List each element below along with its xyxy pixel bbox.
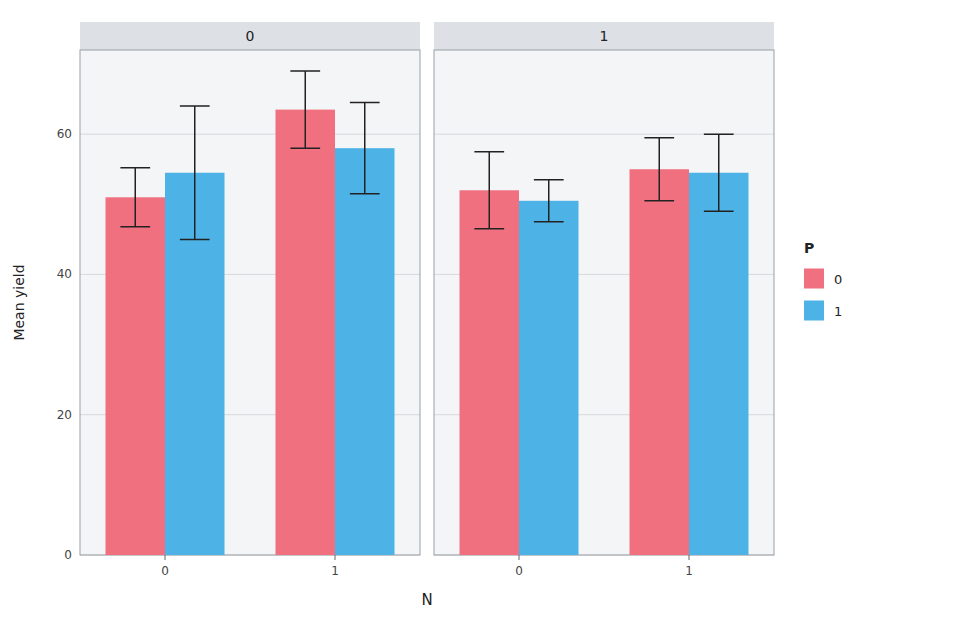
legend-label: 0 — [834, 272, 842, 287]
y-tick-label: 20 — [57, 408, 72, 422]
marks — [460, 134, 749, 555]
error-bar — [290, 71, 320, 148]
y-tick-label: 40 — [57, 267, 72, 281]
marks — [106, 71, 395, 555]
error-bar — [704, 134, 734, 211]
facet-strip — [434, 22, 774, 50]
facet-label: 0 — [246, 28, 255, 44]
grid-line — [80, 134, 420, 135]
x-tick — [165, 555, 166, 560]
error-bar — [350, 103, 380, 194]
error-bar — [180, 106, 210, 239]
facet-label: 1 — [600, 28, 609, 44]
panel: 0 0 20 40 60 0 1 — [57, 22, 420, 578]
bar — [519, 201, 579, 555]
plot-background — [434, 50, 774, 555]
legend-swatch — [804, 269, 824, 289]
legend-label: 1 — [834, 304, 842, 319]
bar — [460, 190, 520, 555]
panel: 1 0 1 — [434, 22, 774, 578]
legend-title: P — [804, 240, 814, 256]
plot-frame — [434, 50, 774, 555]
error-bar — [474, 152, 504, 229]
x-tick — [689, 555, 690, 560]
facet-strip — [80, 22, 420, 50]
plot-frame — [80, 50, 420, 555]
legend-swatch — [804, 301, 824, 321]
plot-background — [80, 50, 420, 555]
bar — [630, 169, 690, 555]
x-axis-label: N — [421, 591, 432, 609]
chart: 0 0 20 40 60 0 1 Mean yield N P 0 1 1 0 1 — [0, 0, 978, 633]
error-bar — [120, 168, 150, 227]
y-tick-label: 60 — [57, 127, 72, 141]
error-bar — [644, 138, 674, 201]
bar — [689, 173, 749, 555]
y-axis-label: Mean yield — [11, 264, 27, 340]
legend: P 0 1 — [804, 240, 842, 321]
x-tick-label: 1 — [331, 564, 339, 578]
x-tick-label: 0 — [161, 564, 169, 578]
bar — [106, 197, 166, 555]
bar — [276, 110, 336, 555]
x-tick — [519, 555, 520, 560]
error-bar — [534, 180, 564, 222]
x-tick-label: 0 — [515, 564, 523, 578]
x-tick-label: 1 — [685, 564, 693, 578]
bar — [335, 148, 395, 555]
x-tick — [335, 555, 336, 560]
y-tick-label: 0 — [64, 548, 72, 562]
